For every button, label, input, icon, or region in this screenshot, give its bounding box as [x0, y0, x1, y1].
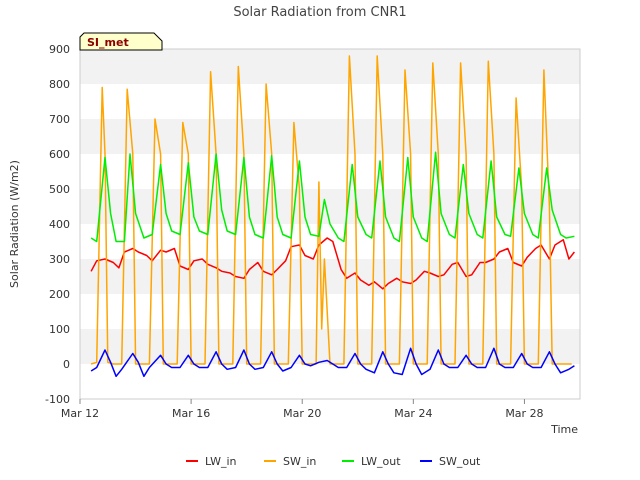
grid-band	[80, 49, 580, 84]
y-tick-label: 300	[49, 253, 70, 266]
grid-band	[80, 119, 580, 154]
y-tick-label: 800	[49, 78, 70, 91]
x-tick-label: Mar 12	[61, 407, 99, 420]
legend-label-sw-out: SW_out	[439, 455, 481, 468]
grid-band	[80, 259, 580, 294]
x-tick-label: Mar 24	[394, 407, 432, 420]
legend-label-lw-in: LW_in	[205, 455, 237, 468]
grid-band	[80, 154, 580, 189]
y-axis-label: Solar Radiation (W/m2)	[8, 160, 21, 288]
y-tick-label: 400	[49, 218, 70, 231]
y-tick-label: 100	[49, 323, 70, 336]
station-badge: SI_met	[79, 32, 163, 51]
series-lines	[90, 55, 575, 378]
x-tick-label: Mar 20	[283, 407, 321, 420]
badge-label: SI_met	[87, 36, 129, 49]
x-axis-label: Time	[550, 423, 578, 436]
grid-band	[80, 294, 580, 329]
series-line-lw-out	[90, 151, 575, 243]
y-tick-label: -100	[45, 393, 70, 406]
y-tick-label: 600	[49, 148, 70, 161]
x-tick-label: Mar 28	[505, 407, 543, 420]
y-tick-label: 0	[63, 358, 70, 371]
x-axis: Mar 12 Mar 16 Mar 20 Mar 24 Mar 28	[61, 399, 544, 420]
x-tick-label: Mar 16	[172, 407, 210, 420]
legend-label-lw-out: LW_out	[361, 455, 401, 468]
grid-band	[80, 84, 580, 119]
chart-title: Solar Radiation from CNR1	[233, 5, 406, 20]
series-line-sw-out	[90, 347, 575, 378]
legend: LW_in SW_in LW_out SW_out	[186, 455, 481, 468]
y-tick-label: 200	[49, 288, 70, 301]
y-tick-label: 500	[49, 183, 70, 196]
y-tick-label: 700	[49, 113, 70, 126]
grid-band	[80, 224, 580, 259]
y-axis: -100 0 100 200 300 400 500 600 700 800 900	[45, 43, 70, 406]
badge-shape	[79, 32, 163, 51]
legend-label-sw-in: SW_in	[283, 455, 316, 468]
plot-frame	[79, 48, 581, 400]
y-tick-label: 900	[49, 43, 70, 56]
grid-band	[80, 364, 580, 399]
